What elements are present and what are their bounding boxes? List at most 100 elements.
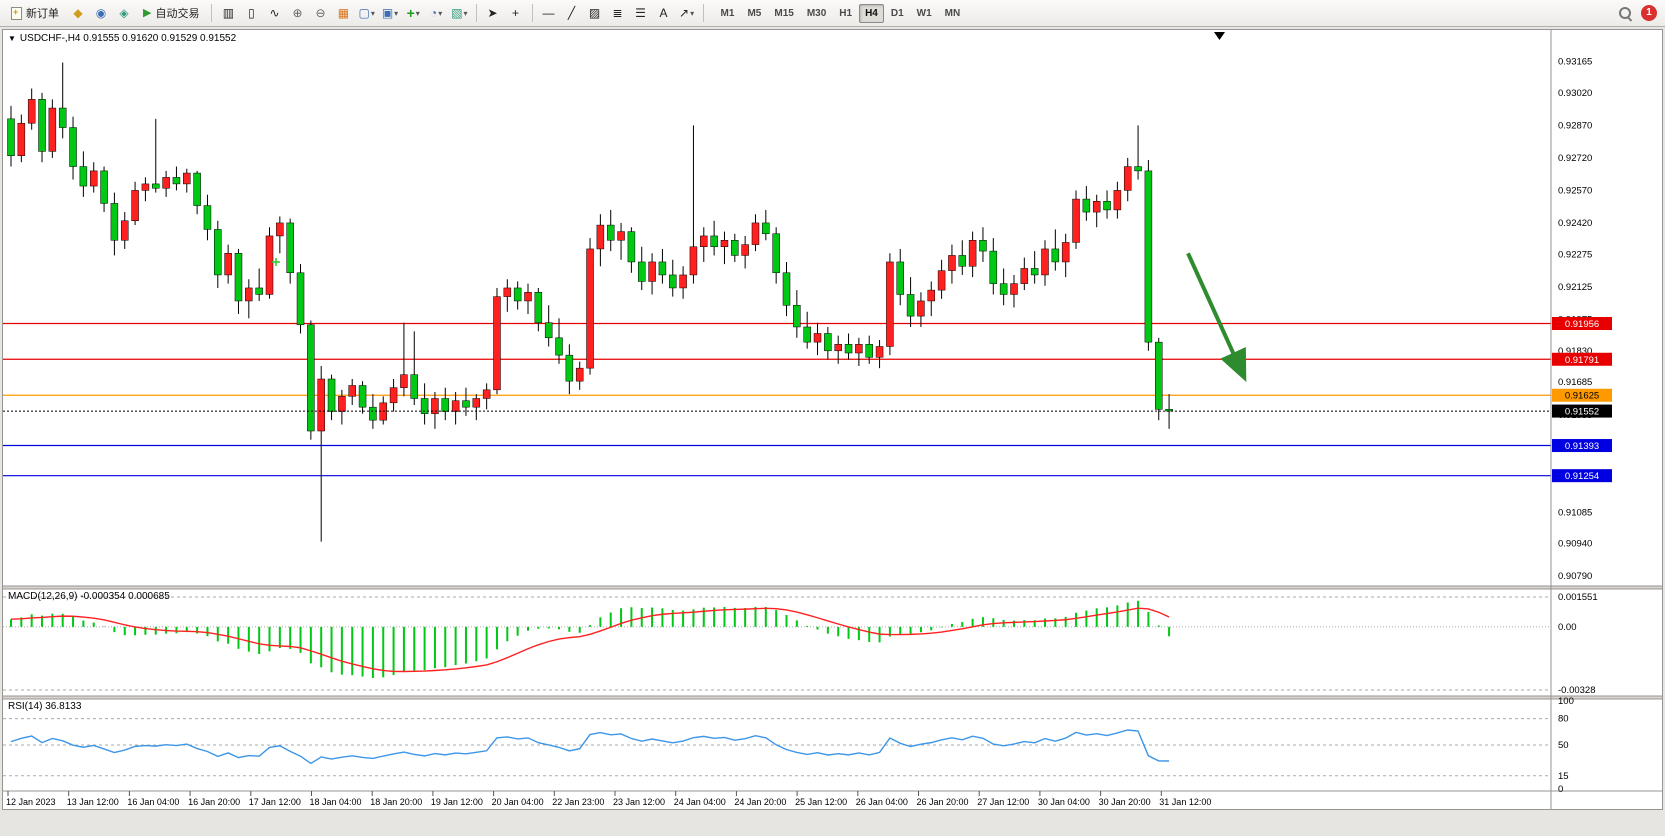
candle-body bbox=[451, 400, 460, 412]
data-window-icon: ◉ bbox=[95, 6, 107, 20]
line-chart-button[interactable]: ∿ bbox=[263, 3, 285, 24]
crosshair-icon: + bbox=[512, 6, 520, 20]
candle-body bbox=[183, 172, 191, 185]
candle-body bbox=[565, 354, 574, 382]
candle-body bbox=[48, 107, 57, 152]
cursor-tool-button[interactable]: ➤ bbox=[482, 3, 504, 24]
arrow-tool-button[interactable]: ↗ ▾ bbox=[676, 3, 698, 24]
grid-button[interactable]: ▦ bbox=[332, 3, 354, 24]
candle-body bbox=[1061, 242, 1070, 263]
candlestick-chart-button[interactable]: ▯ bbox=[240, 3, 262, 24]
candle-body bbox=[855, 344, 863, 354]
trendline-icon: ╱ bbox=[567, 6, 576, 20]
candle-body bbox=[1010, 283, 1018, 295]
price-tick-label: 0.92420 bbox=[1558, 218, 1592, 229]
search-icon[interactable] bbox=[1618, 6, 1633, 21]
notification-badge[interactable]: 1 bbox=[1641, 5, 1657, 21]
timeframe-m1-button[interactable]: M1 bbox=[715, 4, 741, 23]
data-window-button[interactable]: ◉ bbox=[90, 3, 112, 24]
panel-separator[interactable] bbox=[3, 586, 1662, 589]
new-chart-button[interactable]: ▢ ▾ bbox=[355, 3, 377, 24]
trend-arrow[interactable] bbox=[1186, 252, 1247, 382]
time-label: 24 Jan 04:00 bbox=[674, 797, 726, 807]
candle-body bbox=[410, 374, 419, 399]
timeframe-m5-button[interactable]: M5 bbox=[741, 4, 767, 23]
time-label: 18 Jan 20:00 bbox=[370, 797, 422, 807]
candle-body bbox=[741, 244, 749, 256]
candle-body bbox=[234, 253, 243, 302]
zoom-out-button[interactable]: ⊖ bbox=[309, 3, 331, 24]
chevron-down-icon: ▾ bbox=[690, 8, 695, 18]
candle-body bbox=[958, 255, 967, 267]
chart-canvas[interactable]: 0.93165 0.93020 0.92870 0.92720 0.92570 0.924… bbox=[3, 30, 1662, 809]
candle-body bbox=[979, 240, 987, 252]
macd-tick-label: 0.00 bbox=[1558, 622, 1577, 633]
navigator-button[interactable]: ◈ bbox=[113, 3, 135, 24]
template-icon: ▧ bbox=[451, 6, 463, 20]
candle-body bbox=[710, 235, 718, 248]
timeframe-d1-button[interactable]: D1 bbox=[885, 4, 910, 23]
scroll-marker-icon[interactable] bbox=[1214, 32, 1225, 40]
price-tag bbox=[1552, 388, 1612, 402]
time-label: 30 Jan 04:00 bbox=[1038, 797, 1090, 807]
candle-body bbox=[1113, 190, 1122, 211]
trendline-tool-button[interactable]: ╱ bbox=[561, 3, 583, 24]
text-tool-button[interactable]: A bbox=[653, 3, 675, 24]
timeframe-group: M1 M5 M15 M30 H1 H4 D1 W1 MN bbox=[715, 3, 967, 23]
new-order-button[interactable]: 新订单 bbox=[4, 3, 66, 24]
templates-button[interactable]: ▧ ▾ bbox=[448, 3, 470, 24]
macd-tick-label: 0.001551 bbox=[1558, 592, 1598, 603]
candle-body bbox=[886, 261, 894, 347]
panel-separator[interactable] bbox=[3, 696, 1662, 699]
indicators-button[interactable]: + ▾ bbox=[402, 3, 424, 24]
candle-body bbox=[327, 378, 336, 412]
periods-button[interactable]: ◔ ▾ bbox=[425, 3, 447, 24]
timeframe-m30-button[interactable]: M30 bbox=[801, 4, 832, 23]
timeframe-w1-button[interactable]: W1 bbox=[911, 4, 938, 23]
candle-body bbox=[782, 272, 791, 306]
candle-body bbox=[1144, 170, 1153, 343]
time-axis[interactable] bbox=[3, 791, 1551, 809]
candle-body bbox=[917, 300, 925, 317]
profiles-button[interactable]: ▣ ▾ bbox=[379, 3, 401, 24]
cycles-tool-button[interactable]: ☰ bbox=[630, 3, 652, 24]
toolbar-separator bbox=[531, 4, 533, 22]
toolbar-separator bbox=[702, 4, 704, 22]
market-watch-icon: ◆ bbox=[73, 6, 83, 20]
candle-body bbox=[772, 233, 780, 274]
timeframe-h4-button[interactable]: H4 bbox=[859, 3, 884, 23]
price-axis[interactable] bbox=[1551, 30, 1662, 791]
candle-body bbox=[389, 387, 398, 404]
time-label: 27 Jan 12:00 bbox=[977, 797, 1029, 807]
candle-body bbox=[503, 287, 512, 297]
zoom-in-button[interactable]: ⊕ bbox=[286, 3, 308, 24]
timeframe-mn-button[interactable]: MN bbox=[939, 4, 967, 23]
candle-body bbox=[1154, 341, 1163, 410]
price-tag bbox=[1552, 404, 1612, 418]
timeframe-m15-button[interactable]: M15 bbox=[768, 4, 799, 23]
collapse-arrow-icon[interactable]: ▼ bbox=[8, 34, 16, 43]
chevron-down-icon: ▾ bbox=[394, 8, 399, 18]
timeframe-h1-button[interactable]: H1 bbox=[833, 4, 858, 23]
candle-body bbox=[555, 337, 563, 356]
price-tag bbox=[1552, 316, 1612, 330]
candle-body bbox=[927, 289, 936, 302]
price-tag-label: 0.91552 bbox=[1565, 407, 1599, 418]
channel-tool-button[interactable]: ▨ bbox=[584, 3, 606, 24]
candle-body bbox=[1165, 409, 1173, 412]
market-watch-button[interactable]: ◆ bbox=[67, 3, 89, 24]
auto-trading-button[interactable]: ▶ 自动交易 bbox=[136, 3, 206, 24]
bars-chart-button[interactable]: ▥ bbox=[217, 3, 239, 24]
fibonacci-tool-button[interactable]: ≣ bbox=[607, 3, 629, 24]
candle-body bbox=[338, 396, 346, 412]
price-tag bbox=[1552, 352, 1612, 366]
time-label: 26 Jan 04:00 bbox=[856, 797, 908, 807]
candle-body bbox=[906, 294, 915, 317]
crosshair-tool-button[interactable]: + bbox=[505, 3, 527, 24]
chevron-down-icon: ▾ bbox=[415, 8, 420, 18]
bars-chart-icon: ▥ bbox=[222, 6, 235, 20]
time-label: 24 Jan 20:00 bbox=[734, 797, 786, 807]
candle-body bbox=[648, 261, 656, 282]
hline-tool-button[interactable]: — bbox=[538, 3, 560, 24]
chart-title-text: USDCHF-,H4 0.91555 0.91620 0.91529 0.915… bbox=[19, 33, 237, 44]
